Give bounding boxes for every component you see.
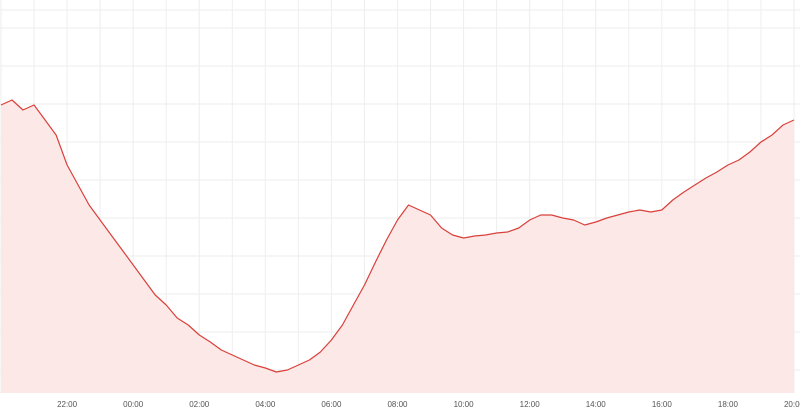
x-tick-label: 22:00 bbox=[57, 400, 78, 409]
x-tick-label: 00:00 bbox=[123, 400, 144, 409]
x-tick-label: 12:00 bbox=[520, 400, 541, 409]
x-tick-label: 20:00 bbox=[784, 400, 800, 409]
x-tick-label: 04:00 bbox=[255, 400, 276, 409]
x-tick-label: 14:00 bbox=[586, 400, 607, 409]
x-tick-label: 08:00 bbox=[387, 400, 408, 409]
x-tick-label: 06:00 bbox=[321, 400, 342, 409]
x-tick-label: 02:00 bbox=[189, 400, 210, 409]
line bbox=[0, 99, 795, 373]
x-tick-label: 16:00 bbox=[652, 400, 673, 409]
x-tick-label: 10:00 bbox=[454, 400, 475, 409]
x-tick-label: 18:00 bbox=[718, 400, 739, 409]
area-fill bbox=[1, 100, 794, 393]
